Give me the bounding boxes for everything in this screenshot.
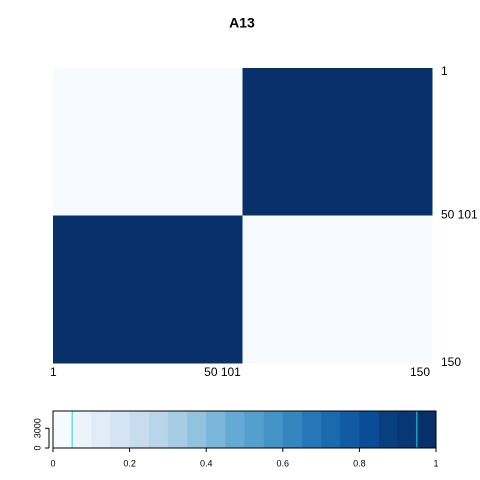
x-tick-label: 0 (50, 458, 55, 468)
x-tick-label: 0.6 (277, 458, 290, 468)
y-tick-label: 3000 (32, 418, 42, 438)
key-swatch (148, 411, 169, 448)
key-swatch (301, 411, 322, 448)
row-label: 150 (441, 355, 461, 369)
col-label: 50 101 (204, 365, 241, 379)
key-swatch (263, 411, 284, 448)
row-label: 1 (441, 64, 448, 78)
x-tick-label: 1 (433, 458, 438, 468)
key-swatch (282, 411, 303, 448)
key-swatch (378, 411, 398, 448)
key-swatch (416, 411, 437, 448)
key-swatch (187, 411, 207, 448)
x-tick-label: 0.8 (353, 458, 366, 468)
key-swatch (359, 411, 379, 448)
key-swatch (129, 411, 150, 448)
key-swatch (91, 411, 111, 448)
key-swatch (244, 411, 264, 448)
key-frame (52, 410, 437, 449)
y-tick-label: 0 (32, 445, 42, 450)
heatmap-cell (53, 215, 243, 364)
key-swatch (53, 411, 73, 448)
key-swatch (397, 411, 418, 448)
row-label: 50 101 (441, 208, 478, 222)
heatmap-cell (242, 68, 433, 216)
chart-title: A13 (229, 15, 255, 31)
key-swatch (72, 411, 92, 448)
x-tick-label: 0.2 (123, 458, 136, 468)
key-swatch (225, 411, 245, 448)
key-swatch (167, 411, 188, 448)
col-label: 150 (410, 365, 430, 379)
x-tick-label: 0.4 (200, 458, 213, 468)
key-swatch (110, 411, 130, 448)
key-swatch (206, 411, 226, 448)
heatmap-cell (242, 215, 433, 364)
key-swatch (340, 411, 360, 448)
key-swatch (321, 411, 341, 448)
heatmap-cell (53, 68, 243, 216)
col-label: 1 (50, 365, 57, 379)
